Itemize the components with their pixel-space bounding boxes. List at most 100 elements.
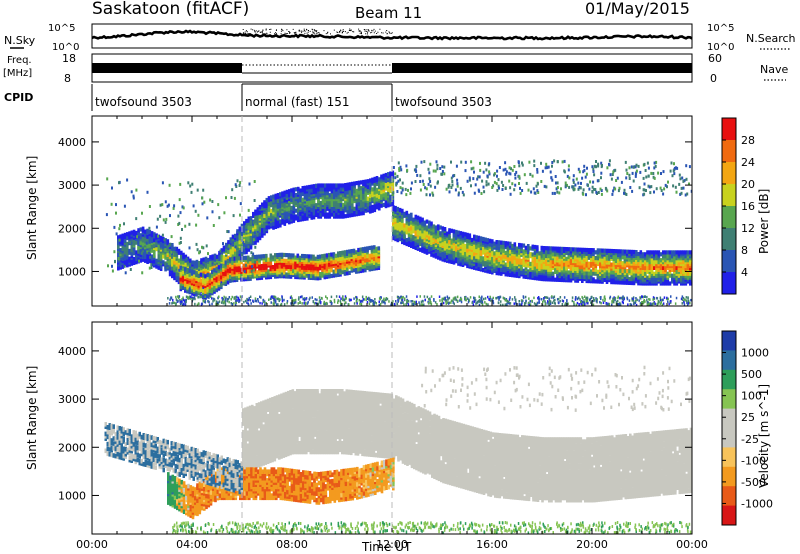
range-gate-cell <box>315 187 318 192</box>
range-gate-cell <box>675 166 677 170</box>
range-gate-cell <box>505 170 508 174</box>
range-gate-cell <box>596 248 600 253</box>
range-gate-cell <box>663 187 666 191</box>
range-gate-cell <box>457 230 460 235</box>
range-gate-cell <box>564 184 567 188</box>
range-gate-cell <box>419 180 422 183</box>
range-gate-cell <box>599 275 602 280</box>
range-gate-cell <box>375 193 379 198</box>
range-gate-cell <box>623 268 627 274</box>
range-gate-cell <box>301 197 305 202</box>
range-gate-cell <box>290 198 293 203</box>
range-gate-cell <box>375 252 378 257</box>
range-gate-cell <box>166 239 170 244</box>
range-gate-cell <box>644 169 647 172</box>
range-gate-cell <box>392 191 395 195</box>
range-gate-cell <box>415 170 418 173</box>
range-gate-cell <box>279 219 282 224</box>
range-gate-cell <box>135 230 138 236</box>
chart-title: Saskatoon (fitACF) <box>92 0 249 19</box>
range-gate-cell <box>341 270 345 275</box>
range-gate-cell <box>416 239 420 244</box>
range-gate-cell <box>614 249 618 254</box>
range-gate-cell <box>144 229 147 234</box>
range-gate-cell <box>339 206 343 211</box>
range-gate-cell <box>123 254 127 259</box>
range-gate-cell <box>506 270 510 275</box>
range-gate-cell <box>148 253 152 258</box>
range-gate-cell <box>488 256 492 261</box>
range-gate-cell <box>180 250 183 255</box>
range-gate-cell <box>175 252 179 257</box>
range-gate-cell <box>689 271 692 276</box>
range-gate-cell <box>583 271 586 276</box>
range-gate-cell <box>346 198 350 203</box>
range-gate-cell <box>396 218 400 223</box>
range-gate-cell <box>614 276 618 281</box>
range-gate-cell <box>164 255 167 260</box>
range-gate-cell <box>643 182 646 186</box>
range-gate-cell <box>251 265 254 268</box>
range-gate-cell <box>479 168 482 172</box>
range-gate-cell <box>168 248 172 253</box>
range-gate-cell <box>265 271 268 276</box>
range-gate-cell <box>578 274 582 279</box>
range-gate-cell <box>339 202 343 207</box>
range-gate-cell <box>351 191 354 196</box>
range-gate-cell <box>409 191 412 195</box>
range-gate-cell <box>518 175 521 179</box>
range-gate-cell <box>529 172 532 176</box>
range-gate-cell <box>353 181 356 186</box>
range-gate-cell <box>485 180 488 184</box>
range-gate-cell <box>583 168 586 172</box>
range-gate-cell <box>324 204 327 209</box>
range-gate-cell <box>184 262 188 267</box>
range-gate-cell <box>396 190 399 193</box>
range-gate-cell <box>422 183 425 186</box>
range-gate-cell <box>181 285 185 290</box>
nsearch-tick-bottom: 10^0 <box>707 42 734 53</box>
range-gate-cell <box>341 250 345 255</box>
range-gate-cell <box>141 211 143 215</box>
range-gate-cell <box>635 265 638 270</box>
range-gate-cell <box>421 233 424 238</box>
range-gate-cell <box>173 272 176 277</box>
range-gate-cell <box>625 193 628 196</box>
range-gate-cell <box>514 173 517 176</box>
range-gate-cell <box>334 273 338 278</box>
range-gate-cell <box>364 179 368 184</box>
range-gate-cell <box>159 235 163 240</box>
range-gate-cell <box>272 198 275 203</box>
nave-label: Nave <box>760 63 788 76</box>
range-gate-cell <box>392 166 395 169</box>
range-gate-cell <box>536 262 539 267</box>
range-gate-cell <box>592 277 595 282</box>
range-gate-cell <box>314 256 318 261</box>
range-gate-cell <box>427 167 430 171</box>
range-gate-cell <box>135 250 138 255</box>
range-gate-cell <box>521 161 523 165</box>
range-gate-cell <box>276 270 279 275</box>
range-gate-cell <box>473 191 476 195</box>
range-gate-cell <box>486 238 490 243</box>
range-gate-cell <box>256 218 260 224</box>
range-gate-cell <box>478 175 481 179</box>
range-gate-cell <box>572 272 575 277</box>
nsky-tick-bottom: 10^0 <box>52 42 79 53</box>
range-gate-cell <box>186 268 189 273</box>
range-gate-cell <box>256 236 260 241</box>
range-gate-cell <box>493 263 496 268</box>
range-gate-cell <box>328 252 331 258</box>
range-gate-cell <box>128 248 131 253</box>
range-gate-cell <box>249 261 252 266</box>
range-gate-cell <box>563 246 566 252</box>
range-gate-cell <box>572 185 575 189</box>
range-gate-cell <box>370 259 374 264</box>
range-gate-cell <box>540 245 544 250</box>
range-gate-cell <box>203 200 206 204</box>
range-gate-cell <box>226 258 230 264</box>
range-gate-cell <box>509 268 512 274</box>
range-gate-cell <box>455 229 458 235</box>
range-gate-cell <box>566 183 568 187</box>
range-gate-cell <box>189 258 192 263</box>
